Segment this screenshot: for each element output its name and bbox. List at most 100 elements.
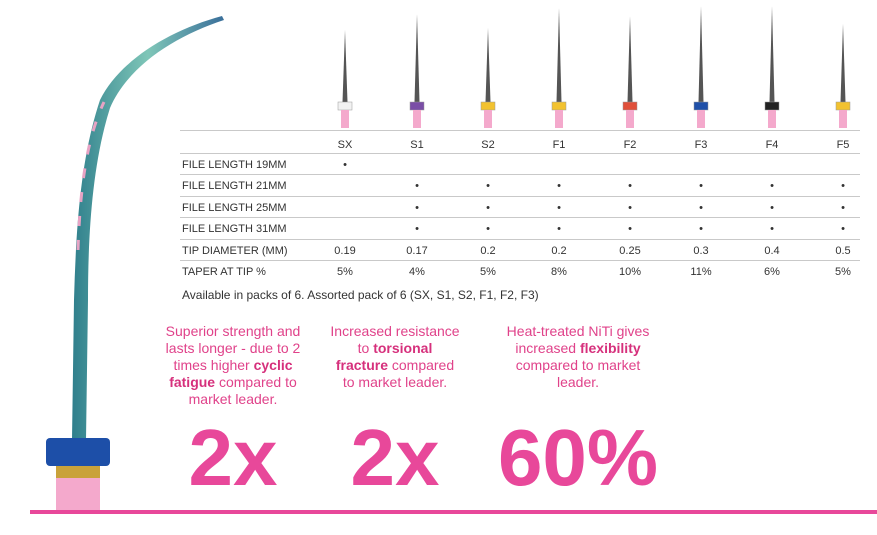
callout-stat: 60%: [497, 413, 659, 502]
column-header: F1: [552, 139, 566, 151]
table-cell: •: [415, 180, 419, 192]
column-header: SX: [337, 139, 353, 151]
callout-span: compared to market leader.: [342, 357, 455, 390]
callout-span: Increased resistance to: [330, 323, 460, 356]
callout-emphasis: torsional fracture: [335, 340, 433, 373]
mini-file-handle: [555, 110, 563, 128]
column-header: S2: [481, 139, 495, 151]
table-cell: •: [770, 223, 774, 235]
table-cell: •: [415, 223, 419, 235]
callout-emphasis: cyclic fatigue: [169, 357, 293, 390]
table-cell: 0.4: [764, 245, 780, 257]
mini-file-band: [409, 101, 425, 111]
bottom-rule: [30, 510, 877, 514]
table-cell: •: [415, 202, 419, 214]
callout-span: compared to market leader.: [188, 374, 297, 407]
mini-file-handle: [626, 110, 634, 128]
table-cell: 0.5: [835, 245, 851, 257]
table-cell: 0.25: [619, 245, 641, 257]
table-cell: 10%: [618, 266, 642, 278]
table-cell: •: [343, 159, 347, 171]
table-rule: [180, 174, 860, 175]
mini-file-blade: [627, 16, 633, 102]
mini-file-handle: [413, 110, 421, 128]
table-cell: •: [486, 180, 490, 192]
table-cell: •: [628, 223, 632, 235]
table-rule: [180, 196, 860, 197]
column-header: F3: [694, 139, 708, 151]
callout-text: Increased resistance to torsional fractu…: [330, 323, 460, 391]
table-rule: [180, 217, 860, 218]
table-cell: •: [699, 223, 703, 235]
file-handle: [56, 478, 100, 512]
table-rule: [180, 260, 860, 261]
mini-file-blade: [414, 14, 420, 102]
mini-file-band: [551, 101, 567, 111]
row-label: TAPER AT TIP %: [182, 266, 266, 278]
callout-span: Heat-treated NiTi gives increased: [506, 323, 650, 356]
table-cell: 6%: [764, 266, 780, 278]
row-label: FILE LENGTH 19MM: [182, 159, 287, 171]
mini-file-blade: [840, 24, 846, 102]
row-label: FILE LENGTH 25MM: [182, 202, 287, 214]
table-cell: •: [557, 223, 561, 235]
mini-file-blade: [485, 28, 491, 102]
mini-files: [337, 6, 851, 128]
table-cell: 0.17: [406, 245, 428, 257]
table-cell: •: [628, 180, 632, 192]
mini-file-handle: [484, 110, 492, 128]
column-header: F4: [765, 139, 779, 151]
row-label: FILE LENGTH 21MM: [182, 180, 287, 192]
table-cell: 0.2: [551, 245, 567, 257]
table-cell: •: [628, 202, 632, 214]
table-cell: 0.3: [693, 245, 709, 257]
callout-span: Superior strength and lasts longer - due…: [165, 323, 301, 373]
callout-text: Heat-treated NiTi gives increased flexib…: [503, 323, 653, 391]
column-header: F5: [836, 139, 850, 151]
table-rule: [180, 130, 860, 131]
mini-file-band: [764, 101, 780, 111]
callout-stat: 2x: [350, 413, 440, 502]
table-cell: 4%: [409, 266, 425, 278]
table-cell: •: [841, 180, 845, 192]
callout-stat: 2x: [188, 413, 278, 502]
table-cell: •: [486, 223, 490, 235]
mini-file-handle: [839, 110, 847, 128]
column-header: F2: [623, 139, 637, 151]
table-cell: 5%: [337, 266, 353, 278]
table-cell: •: [486, 202, 490, 214]
table-cell: •: [770, 180, 774, 192]
table-cell: •: [699, 202, 703, 214]
mini-file-blade: [342, 30, 348, 102]
column-header: S1: [410, 139, 424, 151]
table-cell: •: [841, 223, 845, 235]
table-cell: 5%: [835, 266, 851, 278]
table-rule: [180, 153, 860, 154]
mini-file-band: [835, 101, 851, 111]
mini-file-blade: [698, 6, 704, 102]
table-cell: 0.2: [480, 245, 496, 257]
table-cell: •: [557, 180, 561, 192]
mini-file-handle: [768, 110, 776, 128]
table-cell: 11%: [690, 266, 712, 278]
row-label: TIP DIAMETER (MM): [182, 245, 288, 257]
table-cell: •: [557, 202, 561, 214]
mini-file-handle: [697, 110, 705, 128]
table-cell: •: [841, 202, 845, 214]
table-rule: [180, 239, 860, 240]
table-cell: •: [770, 202, 774, 214]
mini-file-band: [480, 101, 496, 111]
mini-file-handle: [341, 110, 349, 128]
row-label: FILE LENGTH 31MM: [182, 223, 287, 235]
callout-span: compared to market leader.: [515, 357, 641, 390]
file-ring: [56, 466, 100, 478]
pack-note: Available in packs of 6. Assorted pack o…: [182, 288, 539, 302]
mini-file-blade: [769, 6, 775, 102]
mini-file-band: [622, 101, 638, 111]
table-cell: •: [699, 180, 703, 192]
file-handle-cap: [46, 438, 110, 466]
callout-emphasis: flexibility: [579, 340, 641, 356]
table-cell: 0.19: [334, 245, 356, 257]
